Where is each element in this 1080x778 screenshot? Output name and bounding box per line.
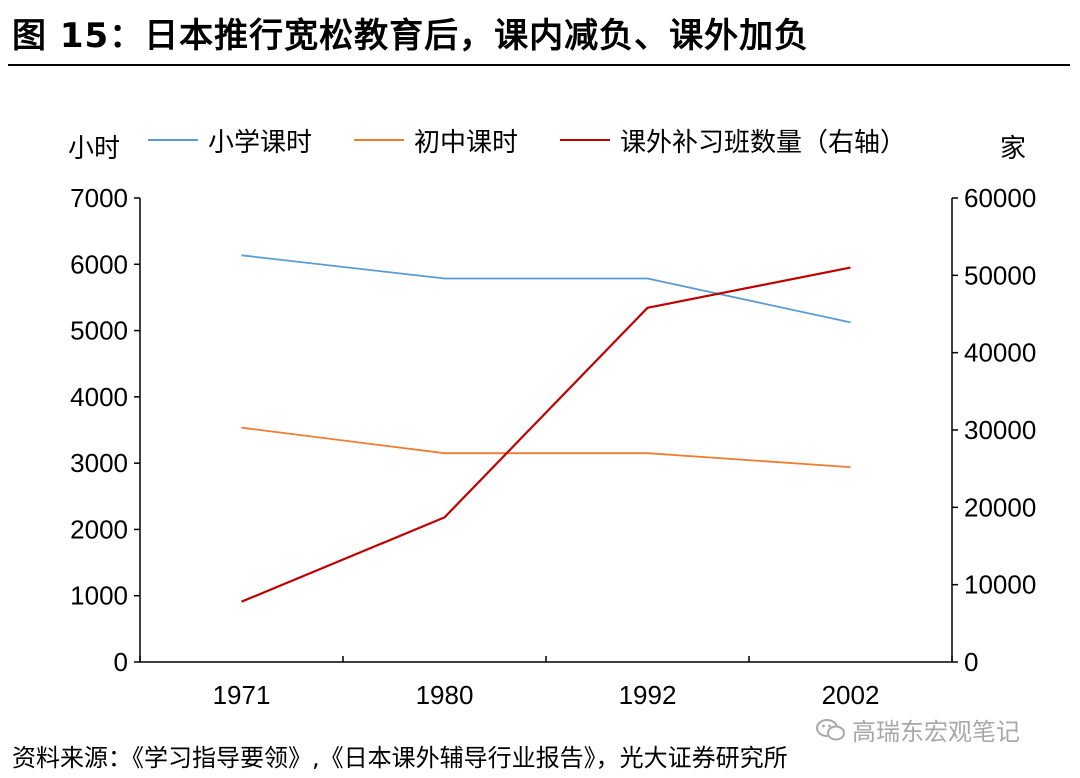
x-tick-label: 1971 [213, 680, 271, 710]
left-y-tick-label: 7000 [70, 183, 128, 213]
right-y-tick-label: 0 [964, 647, 978, 677]
chart-title: 图 15：日本推行宽松教育后，课内减负、课外加负 [12, 16, 810, 56]
left-y-tick-label: 5000 [70, 316, 128, 346]
left-axis-unit: 小时 [68, 134, 121, 164]
legend-item-tutoring: 课外补习班数量（右轴） [560, 122, 906, 159]
left-y-tick-label: 6000 [70, 249, 128, 279]
x-tick-label: 1980 [416, 680, 474, 710]
left-y-tick-label: 2000 [70, 514, 128, 544]
legend-label-tutoring: 课外补习班数量（右轴） [620, 127, 907, 158]
x-tick-label: 2002 [822, 680, 880, 710]
right-axis-unit: 家 [1000, 134, 1027, 164]
right-y-tick-label: 60000 [964, 183, 1036, 213]
legend-item-middle: 初中课时 [354, 122, 518, 159]
legend-swatch-middle [354, 139, 405, 141]
right-y-tick-label: 50000 [964, 260, 1036, 290]
legend-swatch-tutoring [560, 139, 611, 141]
legend-label-middle: 初中课时 [414, 127, 519, 158]
series-line-2 [241, 426, 851, 468]
left-y-tick-label: 0 [114, 647, 128, 677]
chart-legend: 小学课时 初中课时 课外补习班数量（右轴） [148, 122, 948, 158]
legend-item-primary: 小学课时 [148, 122, 312, 159]
wechat-icon [816, 718, 845, 740]
right-y-tick-label: 30000 [964, 415, 1036, 445]
left-y-tick-label: 4000 [70, 382, 128, 412]
left-y-tick-label: 3000 [70, 448, 128, 478]
right-y-tick-label: 10000 [964, 570, 1036, 600]
watermark-text: 高瑞东宏观笔记 [852, 718, 1020, 746]
legend-label-primary: 小学课时 [208, 127, 313, 158]
series-line-3 [241, 266, 851, 603]
right-y-tick-label: 40000 [964, 338, 1036, 368]
title-divider [8, 64, 1070, 66]
source-note: 资料来源：《学习指导要领》,《日本课外辅导行业报告》，光大证券研究所 [12, 744, 788, 772]
x-tick-label: 1992 [619, 680, 677, 710]
watermark: 高瑞东宏观笔记 [816, 712, 1020, 747]
series-line-1 [241, 254, 851, 324]
left-y-tick-label: 1000 [70, 581, 128, 611]
right-y-tick-label: 20000 [964, 492, 1036, 522]
legend-swatch-primary [148, 139, 198, 141]
